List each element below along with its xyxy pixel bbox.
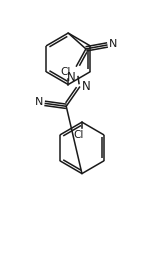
Text: N: N: [35, 97, 44, 107]
Text: Cl: Cl: [74, 130, 84, 140]
Text: N: N: [82, 80, 91, 93]
Text: N: N: [67, 71, 76, 84]
Text: Cl: Cl: [60, 67, 70, 77]
Text: N: N: [108, 39, 117, 49]
